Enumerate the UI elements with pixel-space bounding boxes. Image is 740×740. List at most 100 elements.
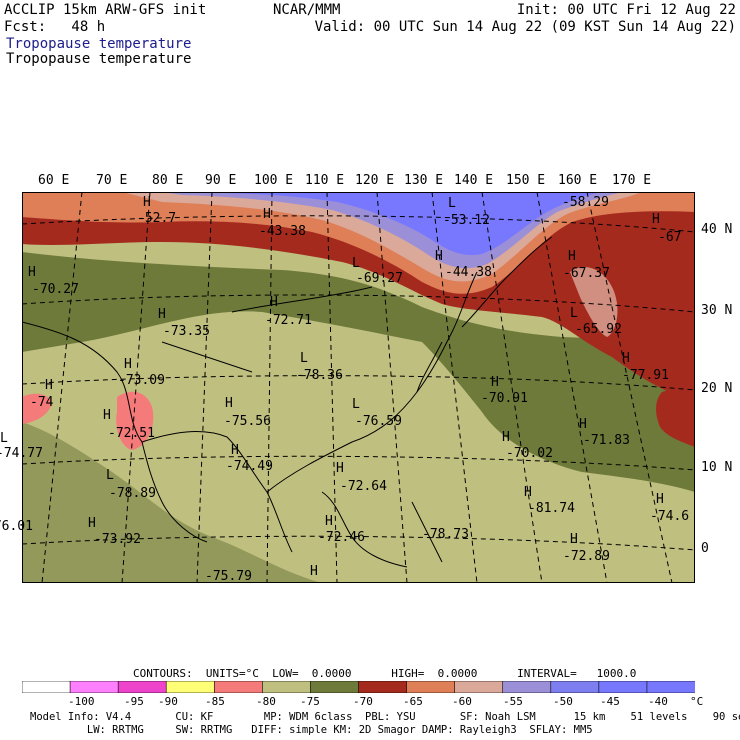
forecast-hour: Fcst: 48 h: [4, 19, 106, 35]
extremum-label: -53.12: [443, 213, 490, 228]
extremum-label: H: [652, 212, 660, 227]
extremum-label: L: [448, 196, 456, 211]
lon-label: 170 E: [612, 173, 652, 188]
extremum-label: -74: [30, 395, 54, 410]
field-title-1: Tropopause temperature: [6, 36, 192, 52]
extremum-label: H: [103, 408, 111, 423]
extremum-label: L: [106, 468, 114, 483]
extremum-label: H: [143, 195, 151, 210]
colorbar-tick-label: -45: [600, 695, 620, 708]
colorbar-tick-label: -90: [158, 695, 178, 708]
extremum-label: -69.27: [356, 271, 403, 286]
colorbar-tick-label: -75: [300, 695, 320, 708]
extremum-label: -74.49: [226, 459, 273, 474]
colorbar-tick-label: -70: [353, 695, 373, 708]
field-pacific-red: [656, 390, 695, 447]
lat-label: 0: [701, 541, 709, 556]
extremum-label: H: [28, 265, 36, 280]
lon-label: 80 E: [152, 173, 184, 188]
colorbar-swatch: [502, 681, 552, 693]
colorbar-tick-label: -50: [553, 695, 573, 708]
field-cyclone: [570, 267, 618, 337]
lat-label: 20 N: [701, 381, 733, 396]
colorbar-tick-label: -65: [403, 695, 423, 708]
colorbar-tick-label: -40: [648, 695, 668, 708]
extremum-label: H: [325, 514, 333, 529]
lon-label: 110 E: [305, 173, 345, 188]
lon-label: 100 E: [254, 173, 294, 188]
extremum-label: H: [88, 516, 96, 531]
extremum-label: -73.09: [118, 373, 165, 388]
extremum-label: -72.71: [265, 313, 312, 328]
colorbar-swatch: [358, 681, 408, 693]
lon-label: 70 E: [96, 173, 128, 188]
lon-label: 150 E: [506, 173, 546, 188]
field-title-2: Tropopause temperature: [6, 51, 192, 67]
extremum-label: H: [570, 532, 578, 547]
extremum-label: -72.89: [563, 549, 610, 564]
extremum-label: -67.37: [563, 266, 610, 281]
extremum-label: H: [491, 375, 499, 390]
extremum-label: -78.73: [422, 527, 469, 542]
extremum-label: -65.92: [575, 322, 622, 337]
colorbar-swatch: [69, 681, 119, 693]
colorbar: [22, 681, 695, 693]
extremum-label: -70.02: [506, 446, 553, 461]
extremum-label: H: [45, 378, 53, 393]
lon-label: 160 E: [558, 173, 598, 188]
extremum-label: -72.51: [108, 426, 155, 441]
colorbar-tick-label: -85: [205, 695, 225, 708]
extremum-label: H: [225, 396, 233, 411]
extremum-label: -71.83: [583, 433, 630, 448]
model-title: ACCLIP 15km ARW-GFS init: [4, 2, 207, 18]
colorbar-swatch: [406, 681, 456, 693]
colorbar-swatch: [646, 681, 695, 693]
colorbar-swatch: [550, 681, 600, 693]
extremum-label: -75.56: [224, 414, 271, 429]
extremum-label: H: [158, 307, 166, 322]
coastlines: [22, 236, 553, 568]
colorbar-swatch: [22, 681, 71, 693]
extremum-label: -75.79: [205, 569, 252, 584]
extremum-label: -78.36: [296, 368, 343, 383]
extremum-label: -44.38: [445, 265, 492, 280]
extremum-label: -81.74: [528, 501, 575, 516]
extremum-label: -72.46: [318, 530, 365, 545]
colorbar-swatch: [454, 681, 504, 693]
lon-label: 140 E: [454, 173, 494, 188]
lat-label: 40 N: [701, 222, 733, 237]
extremum-label: -70.91: [481, 391, 528, 406]
extremum-label: -77.91: [622, 368, 669, 383]
extremum-label: -58.29: [562, 195, 609, 210]
extremum-label: -43.38: [259, 224, 306, 239]
extremum-label: L: [570, 306, 578, 321]
lon-label: 130 E: [404, 173, 444, 188]
center-label: NCAR/MMM: [273, 2, 341, 18]
extremum-label: -73.92: [94, 532, 141, 547]
valid-time: Valid: 00 UTC Sun 14 Aug 22 (09 KST Sun …: [314, 19, 736, 35]
colorbar-swatch: [213, 681, 264, 693]
extremum-label: L: [0, 431, 8, 446]
extremum-label: -72.64: [340, 479, 387, 494]
colorbar-swatch: [117, 681, 168, 693]
extremum-label: H: [622, 351, 630, 366]
field-dark-olive-south: [22, 422, 322, 583]
extremum-label: H: [270, 295, 278, 310]
field-dark-olive: [22, 252, 695, 492]
field-india-red-west: [22, 393, 52, 424]
extremum-label: H: [579, 417, 587, 432]
colorbar-tick-label: -60: [452, 695, 472, 708]
model-info-line-2: LW: RRTMG SW: RRTMG DIFF: simple KM: 2D …: [30, 724, 593, 736]
extremum-label: H: [263, 207, 271, 222]
extremum-label: H: [656, 492, 664, 507]
lon-label: 90 E: [205, 173, 237, 188]
colorbar-tick-label: -100: [68, 695, 95, 708]
contours-info: CONTOURS: UNITS=°C LOW= 0.0000 HIGH= 0.0…: [133, 667, 637, 680]
map-panel: [22, 192, 695, 583]
colorbar-swatch: [262, 681, 312, 693]
colorbar-tick-label: -55: [503, 695, 523, 708]
extremum-label: H: [435, 249, 443, 264]
extremum-label: L: [352, 256, 360, 271]
lat-label: 10 N: [701, 460, 733, 475]
init-time: Init: 00 UTC Fri 12 Aug 22: [516, 2, 736, 18]
